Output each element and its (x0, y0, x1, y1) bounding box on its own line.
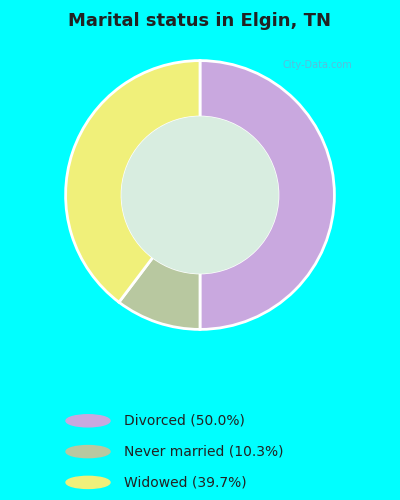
Text: Divorced (50.0%): Divorced (50.0%) (124, 414, 245, 428)
Text: Never married (10.3%): Never married (10.3%) (124, 444, 284, 458)
Wedge shape (200, 60, 334, 330)
Text: Marital status in Elgin, TN: Marital status in Elgin, TN (68, 12, 332, 30)
Circle shape (66, 446, 110, 458)
Circle shape (66, 476, 110, 488)
Circle shape (122, 117, 278, 273)
Text: City-Data.com: City-Data.com (282, 60, 352, 70)
Text: Widowed (39.7%): Widowed (39.7%) (124, 476, 247, 490)
Circle shape (66, 415, 110, 427)
Wedge shape (119, 257, 200, 330)
Wedge shape (66, 60, 200, 302)
